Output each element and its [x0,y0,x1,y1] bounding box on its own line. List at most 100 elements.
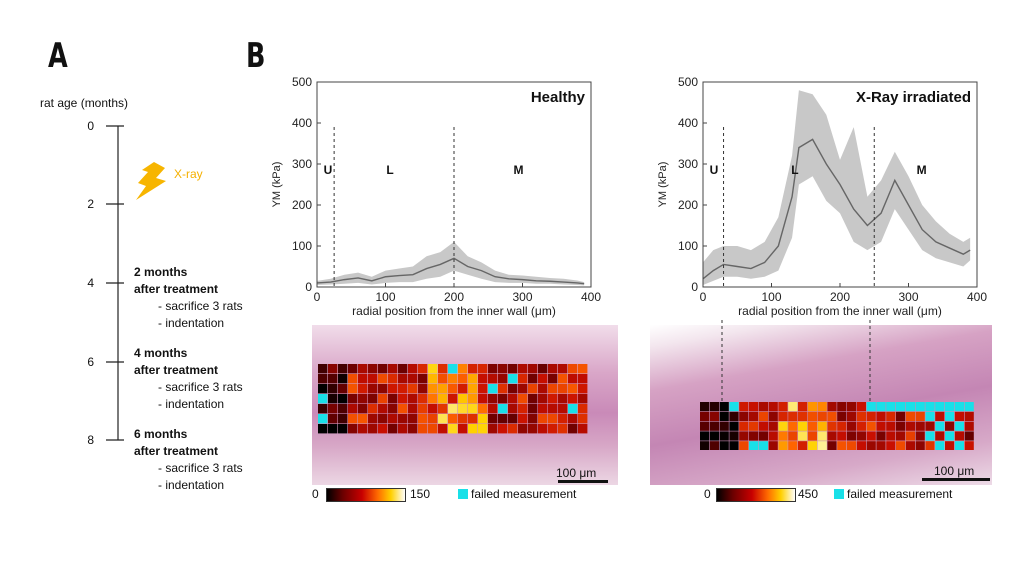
heatmap-cell [518,374,528,384]
heatmap-cell [468,384,478,394]
heatmap-cell [418,414,428,424]
heatmap-cell [378,374,388,384]
heatmap-cell [915,411,925,421]
xray-label: X-ray [174,167,203,181]
panel-letter-b: B [246,36,266,76]
heatmap-cell [719,411,729,421]
heatmap-cell [468,404,478,414]
heatmap-cell [498,384,508,394]
heatmap-cell [518,384,528,394]
heatmap-cell [348,394,358,404]
heatmap-cell [945,402,955,412]
heatmap-cell [886,411,896,421]
heatmap-cell [518,394,528,404]
heatmap-cell [847,431,857,441]
heatmap-cell [488,374,498,384]
x-tick-label: 0 [700,290,707,304]
heatmap-cell [498,374,508,384]
x-tick-label: 200 [830,290,850,304]
heatmap-cell [568,404,578,414]
heatmap-cell [700,431,710,441]
heatmap-cell [749,421,759,431]
heatmap-healthy [318,364,588,434]
heatmap-cell [568,424,578,434]
timeline-title: rat age (months) [40,96,129,110]
heatmap-cell [954,421,964,431]
heatmap-cell [807,402,817,412]
heatmap-cell [876,421,886,431]
heatmap-cell [719,441,729,450]
heatmap-cell [538,394,548,404]
heatmap-cell [945,411,955,421]
heatmap-cell [896,402,906,412]
heatmap-cell [856,402,866,412]
heatmap-cell [408,404,418,414]
heatmap-cell [719,421,729,431]
heatmap-cell [508,384,518,394]
heatmap-cell [538,424,548,434]
timeline-tick-label: 0 [87,119,94,133]
heatmap-cell [368,404,378,414]
heatmap-cell [964,402,974,412]
heatmap-cell [729,402,739,412]
heatmap-cell [866,421,876,431]
heatmap-cell [807,411,817,421]
event-head: after treatment [134,363,219,377]
chart-irradiated: U L M 0 100 200 300 400 500 0 100 200 300 400 radial p… [657,75,987,318]
heatmap-cell [448,364,458,374]
y-tick-label: 0 [691,280,698,294]
heatmap-cell [798,402,808,412]
heatmap-cell [518,404,528,414]
heatmap-cell [418,394,428,404]
heatmap-cell [538,364,548,374]
heatmap-cell [458,414,468,424]
heatmap-cell [518,424,528,434]
heatmap-cell [896,421,906,431]
heatmap-cell [578,364,588,374]
heatmap-cell [438,394,448,404]
heatmap-cell [458,394,468,404]
heatmap-cell [508,414,518,424]
heatmap-cell [358,404,368,414]
heatmap-cell [807,431,817,441]
heatmap-cell [338,374,348,384]
heatmap-cell [905,421,915,431]
series-line-mean [702,138,971,280]
region-label: L [386,163,393,177]
heatmap-cell [338,404,348,414]
heatmap-cell [498,364,508,374]
heatmap-cell [700,402,710,412]
heatmap-cell [548,404,558,414]
heatmap-cell [378,404,388,414]
heatmap-cell [964,421,974,431]
heatmap-cell [778,441,788,450]
heatmap-cell [778,421,788,431]
heatmap-cell [528,404,538,414]
heatmap-cell [328,394,338,404]
heatmap-cell [438,404,448,414]
scalebar-healthy [558,480,608,483]
y-tick-label: 100 [678,239,698,253]
heatmap-cell [488,394,498,404]
heatmap-cell [837,431,847,441]
heatmap-cell [518,414,528,424]
heatmap-cell [788,441,798,450]
heatmap-cell [508,404,518,414]
heatmap-cell [778,431,788,441]
heatmap-cell [438,424,448,434]
heatmap-cell [398,394,408,404]
heatmap-cell [488,414,498,424]
heatmap-cell [548,394,558,404]
heatmap-cell [348,414,358,424]
heatmap-cell [700,421,710,431]
heatmap-cell [438,414,448,424]
heatmap-cell [945,431,955,441]
heatmap-cell [338,394,348,404]
heatmap-cell [739,421,749,431]
heatmap-cell [788,421,798,431]
heatmap-cell [798,441,808,450]
heatmap-cell [448,424,458,434]
heatmap-cell [945,421,955,431]
heatmap-cell [498,424,508,434]
heatmap-cell [768,431,778,441]
